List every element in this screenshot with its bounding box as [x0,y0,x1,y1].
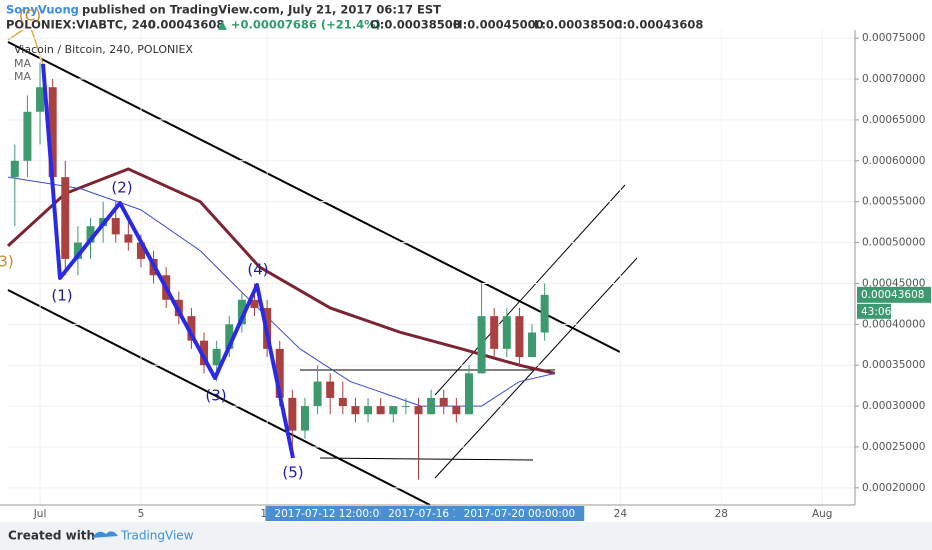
y-tick-label: 0.00075000 [862,32,925,44]
wave-label: (3) [205,387,226,405]
wave-label: (C) [19,7,41,25]
candle-body [288,397,297,431]
ohlc-low: L:0.00038500 [534,18,622,32]
candle-body [439,397,448,407]
x-tick-label: 24 [614,508,628,520]
legend-entry: MA [14,57,31,70]
logo-icon [92,531,118,538]
candle-body [187,316,196,341]
y-tick-label: 0.00045000 [862,277,925,289]
wave-line [41,63,295,459]
header-bg [0,0,855,30]
candle-body [376,406,385,415]
candle-body [313,381,322,407]
candle-body [300,406,309,431]
candle-body [225,324,234,349]
y-tick-label: 0.00025000 [862,441,925,453]
footer-bg [0,522,932,550]
ohlc-open: O:0.00038500 [370,18,461,32]
candle-body [124,234,133,243]
candle-body [61,177,70,259]
chart-title: Viacoin / Bitcoin, 240, POLONIEX [14,43,193,56]
candle-body [502,316,511,349]
published: published on TradingView.com, July 21, 2… [82,3,441,17]
time-highlight-label: 2017-07-12 12:00:00 [274,508,386,520]
x-tick-label: Jul [33,508,47,520]
time-highlight-label: 2017-07-20 00:00:00 [464,508,576,520]
candle-body [490,316,499,349]
y-tick-label: 0.00020000 [862,482,925,494]
candle-body [237,299,246,325]
y-tick-label: 0.00055000 [862,196,925,208]
price: 0.00043608 [148,18,224,32]
candle-body [477,316,486,374]
candle-body [389,406,398,415]
candle-body [48,87,57,178]
wave-label: (2) [111,179,132,197]
y-tick-label: 0.00065000 [862,114,925,126]
time-highlight [454,506,585,521]
last-price-box [857,286,931,303]
candle-body [452,406,461,415]
y-tick-label: 0.00030000 [862,400,925,412]
candle-body [414,406,423,415]
y-tick-label: 0.00060000 [862,155,925,167]
wave [41,63,295,459]
y-tick-label: 0.00070000 [862,73,925,85]
y-tick-label: 0.00050000 [862,237,925,249]
y-tick-label: 0.00040000 [862,318,925,330]
x-tick-label: Aug [812,508,833,520]
countdown-label: 43:06 [861,306,892,318]
x-tick-label: 5 [138,508,145,520]
candle-body [73,242,82,259]
candle-body [540,294,549,333]
candle-body [326,381,335,398]
level-line [319,457,534,461]
ohlc-high: H:0.00045000 [453,18,544,32]
wave-label: 3) [0,253,14,271]
ohlc-close: C:0.00043608 [614,18,703,32]
x-tick-label: 28 [715,508,728,520]
candle-body [10,160,19,178]
candle-body [528,332,537,358]
candle-body [200,340,209,366]
wave-label: (1) [51,287,72,305]
candle-body [111,218,120,235]
drawings [7,23,638,506]
symbol: POLONIEX:VIABTC, 240 [6,18,156,32]
plot [6,30,855,505]
candle-body [212,348,221,366]
moving-average [6,167,556,375]
candle-body [86,226,95,243]
channel-line [434,184,626,396]
change: ▲ +0.00007686 (+21.4%) [218,18,381,32]
candle-body [338,397,347,407]
footer-brand[interactable]: TradingView [120,529,194,543]
legend-entry: MA [14,70,31,83]
wave-label: (5) [282,464,303,482]
time-highlight [265,506,395,521]
candle-body [427,397,436,415]
footer-text: Created with [8,529,95,543]
candle-body [250,299,259,308]
last-price-label: 0.00043608 [861,289,924,301]
wave-label: (4) [247,261,268,279]
candle-body [275,348,284,398]
channel-line [7,41,621,353]
candle-body [136,242,145,259]
y-tick-label: 0.00035000 [862,359,925,371]
candle-body [23,111,32,161]
candle-body [351,406,360,415]
candle-body [515,316,524,358]
channel-line [7,289,431,506]
author: SonyVuong [6,3,79,17]
candle-body [464,373,473,415]
candle-body [364,406,373,415]
countdown-box [857,303,891,319]
candle-body [401,406,410,408]
candle-body [36,87,45,112]
